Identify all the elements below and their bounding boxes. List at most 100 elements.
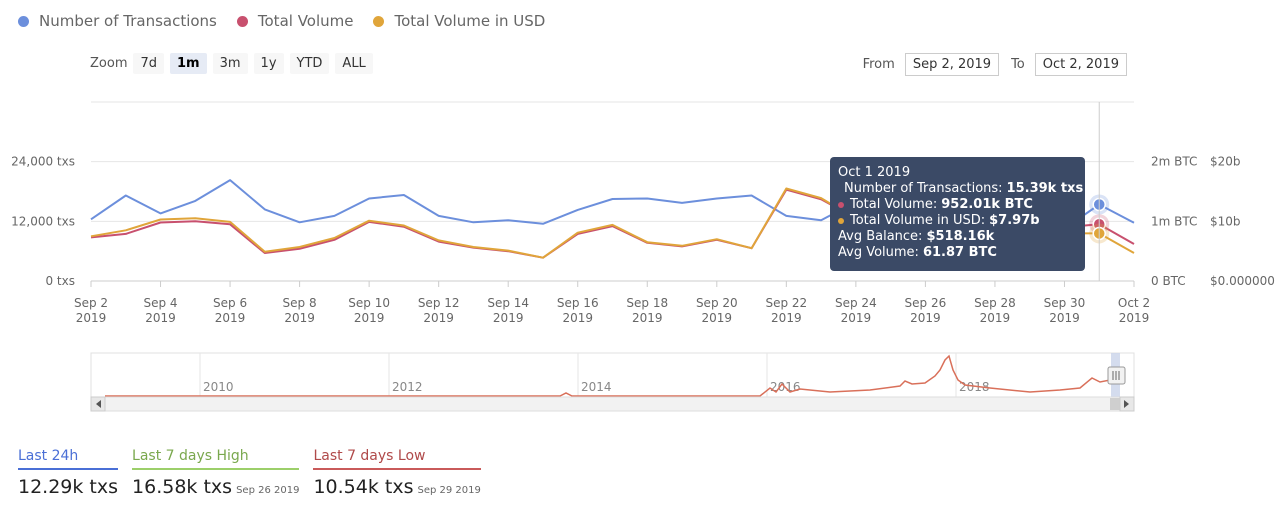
- x-tick-label-year: 2019: [562, 311, 593, 325]
- x-tick-label-year: 2019: [215, 311, 246, 325]
- x-tick-label: Sep 20: [696, 296, 738, 310]
- x-tick-label-year: 2019: [284, 311, 315, 325]
- tooltip-row-volume-usd: Total Volume in USD: $7.97b: [838, 213, 1077, 229]
- tooltip-row-volume: Total Volume: 952.01k BTC: [838, 197, 1077, 213]
- stat-value: 12.29k txs: [18, 476, 119, 498]
- legend-label: Total Volume in USD: [394, 12, 546, 30]
- tooltip-row-avg-balance: Avg Balance: $518.16k: [838, 229, 1077, 245]
- tooltip-value: 61.87 BTC: [922, 245, 997, 260]
- scroll-left-icon: [96, 400, 101, 408]
- tooltip-row-transactions: Number of Transactions: 15.39k txs: [838, 181, 1083, 197]
- legend-item-total-volume-usd[interactable]: Total Volume in USD: [373, 12, 545, 30]
- legend-label: Number of Transactions: [39, 12, 217, 30]
- tooltip-dot-icon: [838, 218, 844, 224]
- right-usd-tick-label: $10b: [1210, 214, 1241, 228]
- navigator-series-line: [105, 354, 1117, 397]
- scrollbar-thumb: [1110, 398, 1120, 410]
- right-axis: 0 BTC 1m BTC 2m BTC $0.000000 $10b $20b: [1151, 155, 1275, 288]
- x-tick-label: Sep 16: [557, 296, 599, 310]
- navigator-frame: [90, 352, 1135, 398]
- navigator-year-label: 2018: [959, 380, 990, 394]
- stat-date: Sep 29 2019: [417, 485, 481, 496]
- navigator-scrollbar[interactable]: [90, 396, 1135, 412]
- x-tick-label: Sep 18: [626, 296, 668, 310]
- x-tick-label: Sep 14: [487, 296, 529, 310]
- stat-value-wrap: 16.58k txs Sep 26 2019: [132, 476, 299, 498]
- x-tick-label: Sep 2: [74, 296, 108, 310]
- navigator-year-label: 2010: [203, 380, 234, 394]
- stat-7d-low: Last 7 days Low 10.54k txs Sep 29 2019: [313, 448, 481, 498]
- stat-value: 10.54k txs: [313, 476, 414, 498]
- x-tick-label: Sep 8: [283, 296, 317, 310]
- zoom-button-all[interactable]: ALL: [335, 53, 373, 74]
- left-tick-label: 12,000 txs: [11, 214, 75, 228]
- tooltip-value: $7.97b: [989, 213, 1040, 228]
- stat-label: Last 7 days Low: [313, 448, 481, 470]
- right-usd-tick-label: $20b: [1210, 155, 1241, 169]
- zoom-button-3m[interactable]: 3m: [212, 53, 248, 74]
- stat-value-wrap: 12.29k txs: [18, 476, 118, 498]
- date-range: From Sep 2, 2019 To Oct 2, 2019: [863, 53, 1135, 76]
- tooltip-value: $518.16k: [926, 229, 995, 244]
- navigator[interactable]: 2010 2012 2014 2016 2018: [90, 352, 1135, 412]
- tooltip: Oct 1 2019 Number of Transactions: 15.39…: [830, 157, 1085, 271]
- legend-label: Total Volume: [257, 12, 354, 30]
- tooltip-label: Number of Transactions:: [844, 181, 1003, 196]
- navigator-year-label: 2012: [392, 380, 423, 394]
- legend-item-transactions[interactable]: Number of Transactions: [18, 12, 217, 30]
- x-tick-label-year: 2019: [145, 311, 176, 325]
- navigator-year-label: 2014: [581, 380, 612, 394]
- x-tick-label: Sep 24: [835, 296, 877, 310]
- tooltip-dot-icon: [838, 202, 844, 208]
- legend-item-total-volume[interactable]: Total Volume: [236, 12, 354, 30]
- x-tick-label: Sep 28: [974, 296, 1016, 310]
- x-tick-label: Oct 2: [1118, 296, 1150, 310]
- zoom-controls: Zoom 7d 1m 3m 1y YTD ALL: [90, 53, 379, 74]
- legend-dot-icon: [373, 15, 385, 27]
- x-tick-label: Sep 6: [213, 296, 247, 310]
- right-usd-tick-label: $0.000000: [1210, 274, 1275, 288]
- x-tick-label-year: 2019: [632, 311, 663, 325]
- stat-label: Last 7 days High: [132, 448, 300, 470]
- stats-panel: Last 24h 12.29k txs Last 7 days High 16.…: [18, 448, 481, 498]
- scrollbar-track: [90, 396, 1135, 412]
- x-tick-label-year: 2019: [1119, 311, 1150, 325]
- x-tick-label: Sep 12: [418, 296, 460, 310]
- legend-dot-icon: [236, 15, 248, 27]
- tooltip-label: Avg Balance:: [838, 229, 923, 244]
- stat-last-24h: Last 24h 12.29k txs: [18, 448, 119, 498]
- left-tick-label: 0 txs: [45, 274, 75, 288]
- zoom-button-1y[interactable]: 1y: [253, 53, 284, 74]
- tooltip-label: Total Volume in USD:: [850, 213, 986, 228]
- stat-value: 16.58k txs: [132, 476, 233, 498]
- navigator-handle-icon[interactable]: [1107, 366, 1126, 385]
- x-tick-label: Sep 22: [765, 296, 807, 310]
- tooltip-row-avg-volume: Avg Volume: 61.87 BTC: [838, 245, 1077, 261]
- stat-7d-high: Last 7 days High 16.58k txs Sep 26 2019: [132, 448, 300, 498]
- from-date-input[interactable]: Sep 2, 2019: [904, 53, 1000, 76]
- legend: Number of Transactions Total Volume Tota…: [18, 12, 565, 30]
- x-tick-label-year: 2019: [76, 311, 107, 325]
- scroll-right-icon: [1124, 400, 1129, 408]
- x-tick-label: Sep 26: [905, 296, 947, 310]
- legend-dot-icon: [18, 15, 29, 27]
- zoom-button-1m[interactable]: 1m: [170, 53, 207, 74]
- x-tick-label-year: 2019: [354, 311, 385, 325]
- to-date-input[interactable]: Oct 2, 2019: [1034, 53, 1127, 76]
- tooltip-label: Avg Volume:: [838, 245, 919, 260]
- zoom-label: Zoom: [90, 56, 128, 71]
- tooltip-value: 952.01k BTC: [941, 197, 1033, 212]
- right-btc-tick-label: 2m BTC: [1151, 155, 1197, 169]
- zoom-button-7d[interactable]: 7d: [133, 53, 165, 74]
- from-label: From: [862, 57, 895, 72]
- left-axis: 0 txs 12,000 txs 24,000 txs: [11, 155, 75, 288]
- x-tick-label: Sep 10: [348, 296, 390, 310]
- right-btc-tick-label: 1m BTC: [1151, 214, 1197, 228]
- x-tick-label-year: 2019: [771, 311, 802, 325]
- x-tick-label-year: 2019: [980, 311, 1011, 325]
- zoom-button-ytd[interactable]: YTD: [289, 53, 330, 74]
- stat-value-wrap: 10.54k txs Sep 29 2019: [313, 476, 480, 498]
- x-tick-label-year: 2019: [1049, 311, 1080, 325]
